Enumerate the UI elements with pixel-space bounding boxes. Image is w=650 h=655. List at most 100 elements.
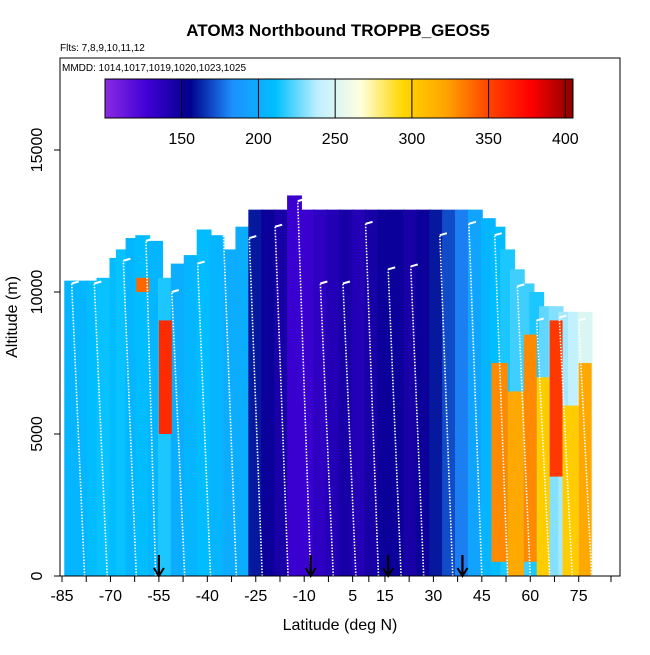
tropopause-cap [197,260,205,265]
x-tick-label: 45 [473,588,491,605]
tropopause-cap [249,235,257,240]
high-pressure-patch [523,334,537,562]
high-pressure-patch [136,277,150,292]
tropopause-trace [274,226,289,577]
x-axis-label: Latitude (deg N) [283,617,398,634]
colorbar-tick-label: 200 [245,131,272,148]
tropopause-cap [123,257,131,262]
heatmap-cell [351,209,367,576]
y-tick-label: 10000 [29,270,46,315]
tropopause-trace [342,283,357,577]
tropopause-cap [365,220,373,225]
heatmap-cell [235,226,251,576]
tropopause-trace [319,283,335,577]
x-tick-label: -85 [50,588,73,605]
chart-title: ATOM3 Northbound TROPPB_GEOS5 [186,21,490,40]
tropopause-cap [223,232,231,237]
tropopause-trace [196,263,212,577]
x-tick-label: 60 [521,588,539,605]
tropopause-cap [71,280,79,285]
x-axis: -85 -70 -55 -40 -25 -10 5 15 30 45 60 75 [50,576,612,605]
heatmap-cell [135,235,151,576]
high-pressure-patch [507,391,524,576]
tropopause-trace [145,240,157,577]
high-pressure-patch [158,320,172,434]
y-axis-label: Altitude (m) [4,276,21,358]
colorbar-gradient [104,78,574,119]
colorbar-ticks: 150 200 250 300 350 400 [168,79,579,148]
tropopause-trace [248,238,264,577]
tropopause-cap [171,289,180,293]
dates-subtitle: MMDD: 1014,1017,1019,1020,1023,1025 [62,63,246,74]
tropopause-trace [577,320,593,577]
heatmap-cell [403,209,419,576]
x-tick-label: 5 [348,588,357,605]
x-tick-label: 15 [376,588,394,605]
tropopause-cap [342,280,351,285]
high-pressure-patch [549,320,563,477]
tropopause-cap [320,280,328,285]
tropopause-trace [93,283,109,577]
tropopause-cap [536,317,544,322]
tropopause-cap [439,232,448,237]
tropopause-trace [558,317,574,577]
heatmap-cell [455,209,470,576]
colorbar-tick-label: 300 [399,131,426,148]
tropopause-trace [409,266,425,577]
tropopause-cap [274,223,283,228]
plot-frame [59,57,621,577]
heatmap-cell [338,209,354,576]
tropopause-trace [296,201,312,577]
heatmap-cell [390,209,406,576]
tropopause-cap [559,314,567,319]
colorbar-tick-label: 350 [475,131,502,148]
colorbar-tick-label: 400 [552,131,579,148]
tropopause-cap [387,266,396,271]
heatmap-cell [429,209,445,576]
tropopause-cap [410,263,419,268]
high-pressure-patch [578,363,592,576]
tropopause-trace [535,320,551,577]
tropopause-cap [468,220,477,225]
colorbar-tick-label: 150 [168,131,195,148]
x-tick-label: 75 [570,588,588,605]
heatmap-cell [209,235,225,576]
high-pressure-patch [491,363,508,562]
x-tick-label: -25 [244,588,267,605]
x-tick-label: -55 [147,588,170,605]
high-pressure-patch [536,377,550,576]
heatmap-cell [416,209,432,576]
tropopause-trace-layer [70,198,593,577]
high-pressure-patch [562,405,579,576]
heatmap-cell [300,209,315,576]
x-tick-label: -70 [99,588,122,605]
tropopause-cap [578,317,586,322]
tropopause-trace [70,283,86,577]
tropopause-cap [517,283,525,288]
colorbar-tick-label: 250 [322,131,349,148]
heatmap-cell [73,280,89,576]
heatmap-layer [64,195,593,577]
heatmap-cell [96,277,112,576]
y-tick-label: 5000 [29,416,46,452]
tropopause-trace [171,291,186,577]
heatmap-cell [312,209,328,576]
heatmap-cell [261,209,277,576]
y-tick-label: 15000 [29,128,46,173]
tropopause-cap [297,198,306,203]
heatmap-cell [183,255,199,576]
x-tick-label: -10 [293,588,316,605]
heatmap-cell [325,209,341,576]
heatmap-cell [377,209,393,576]
tropopause-trace [516,286,532,577]
heatmap-cell [287,195,302,576]
tropopause-cap [494,232,503,237]
tropopause-trace [387,269,402,577]
tropopause-cap [145,237,154,242]
heatmap-cell [442,209,457,576]
x-tick-label: -40 [196,588,219,605]
y-tick-label: 0 [29,571,46,580]
y-axis: 0 5000 10000 15000 [29,128,60,580]
